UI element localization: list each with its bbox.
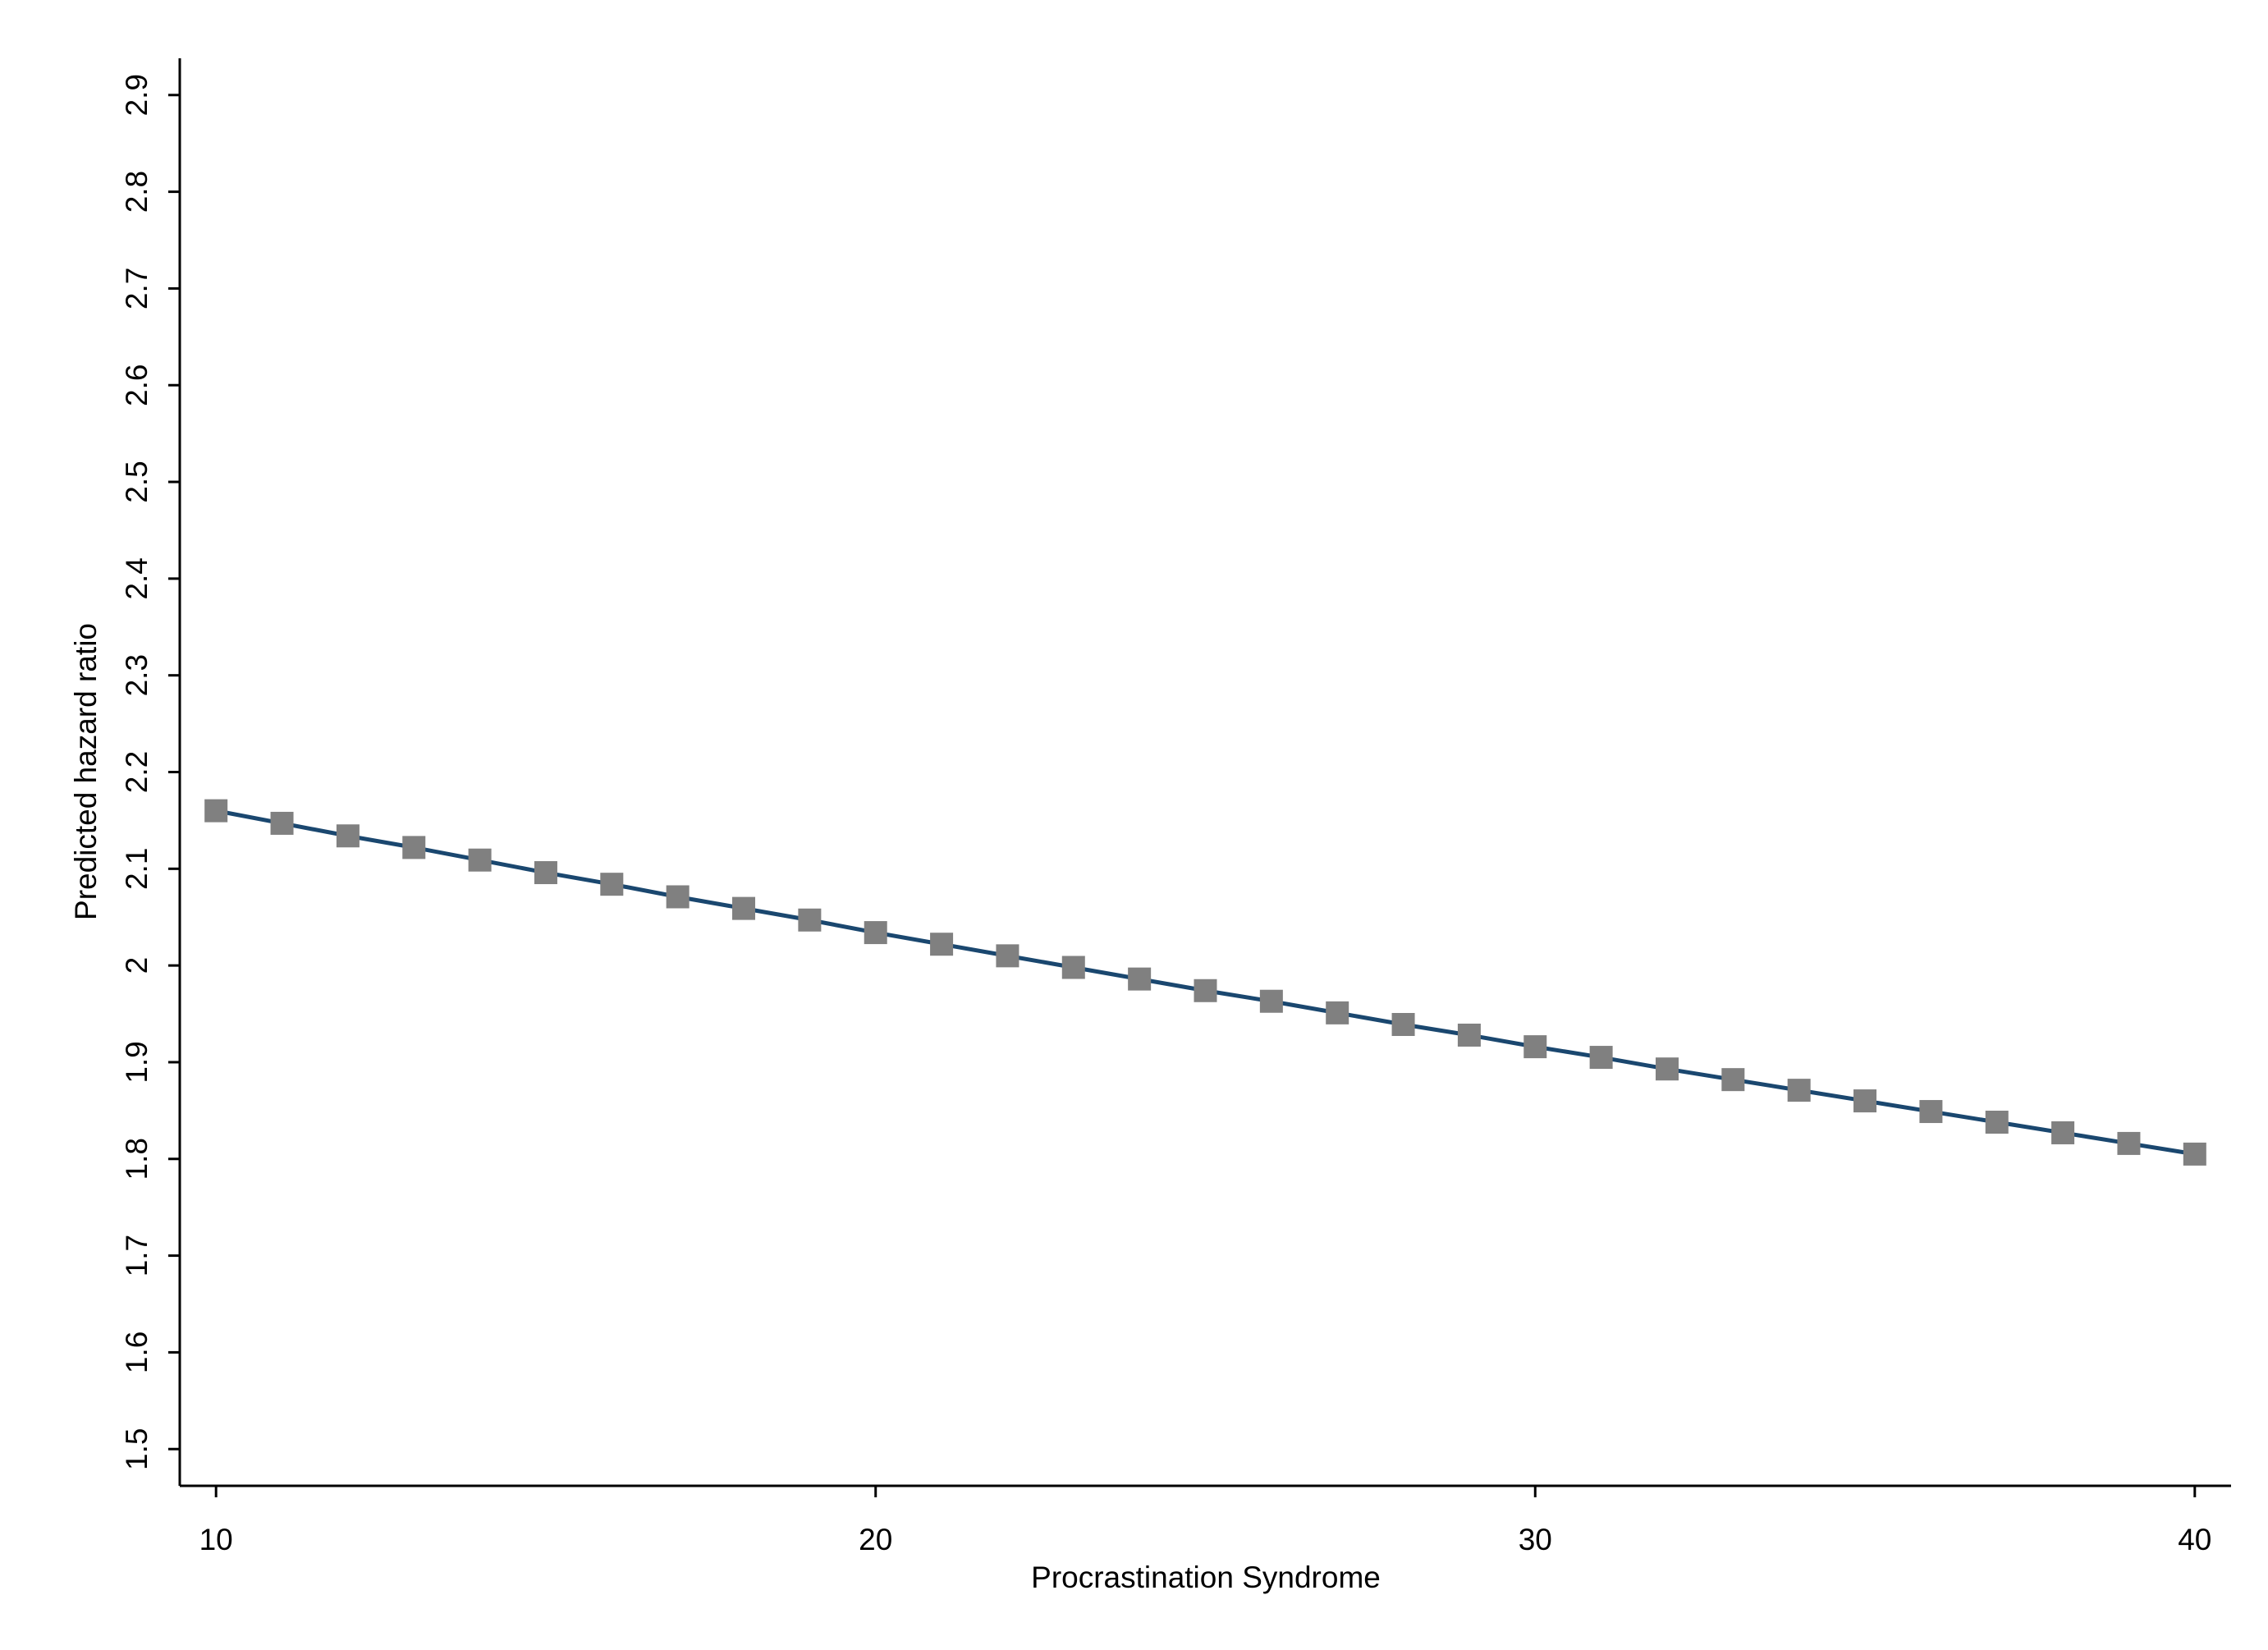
marker bbox=[864, 921, 887, 945]
marker bbox=[2051, 1121, 2075, 1144]
marker bbox=[468, 848, 492, 872]
y-axis-title: Predicted hazard ratio bbox=[69, 623, 103, 920]
y-tick-label: 2.2 bbox=[120, 751, 153, 793]
marker bbox=[930, 933, 954, 956]
y-tick-label: 2.1 bbox=[120, 848, 153, 890]
x-tick-label: 20 bbox=[859, 1523, 892, 1556]
y-tick-label: 1.9 bbox=[120, 1041, 153, 1083]
marker bbox=[1194, 979, 1217, 1002]
y-tick-label: 1.5 bbox=[120, 1428, 153, 1470]
y-tick-label: 1.7 bbox=[120, 1235, 153, 1276]
marker bbox=[270, 811, 294, 835]
y-tick-label: 2 bbox=[120, 957, 153, 974]
y-tick-label: 2.9 bbox=[120, 74, 153, 116]
marker bbox=[1721, 1068, 1745, 1092]
y-tick-label: 1.8 bbox=[120, 1138, 153, 1180]
marker bbox=[666, 885, 690, 909]
marker bbox=[1523, 1035, 1547, 1059]
marker bbox=[1787, 1079, 1811, 1102]
marker bbox=[732, 896, 756, 920]
marker bbox=[1919, 1100, 1943, 1124]
marker bbox=[996, 944, 1019, 968]
x-tick-label: 10 bbox=[199, 1523, 233, 1556]
y-tick-label: 2.7 bbox=[120, 268, 153, 309]
x-tick-label: 40 bbox=[2178, 1523, 2211, 1556]
x-axis-title: Procrastination Syndrome bbox=[1031, 1561, 1381, 1594]
y-tick-label: 2.6 bbox=[120, 364, 153, 406]
marker bbox=[1326, 1001, 1349, 1024]
marker bbox=[1061, 956, 1085, 979]
marker bbox=[1391, 1013, 1415, 1037]
y-tick-label: 2.8 bbox=[120, 171, 153, 213]
y-tick-label: 1.6 bbox=[120, 1331, 153, 1373]
marker bbox=[1128, 967, 1152, 991]
marker bbox=[204, 799, 228, 823]
marker bbox=[1457, 1023, 1481, 1047]
y-tick-label: 2.4 bbox=[120, 557, 153, 599]
marker bbox=[336, 824, 360, 848]
marker bbox=[600, 873, 624, 896]
marker bbox=[402, 836, 426, 859]
x-tick-label: 30 bbox=[1519, 1523, 1552, 1556]
marker bbox=[1589, 1046, 1613, 1070]
marker bbox=[1985, 1111, 2009, 1134]
marker bbox=[2117, 1131, 2141, 1155]
marker bbox=[1655, 1057, 1679, 1081]
marker bbox=[1259, 989, 1283, 1013]
marker bbox=[1853, 1089, 1877, 1113]
marker bbox=[534, 861, 557, 885]
y-tick-label: 2.3 bbox=[120, 654, 153, 696]
marker bbox=[798, 908, 822, 932]
marker bbox=[2183, 1142, 2206, 1166]
y-tick-label: 2.5 bbox=[120, 461, 153, 502]
